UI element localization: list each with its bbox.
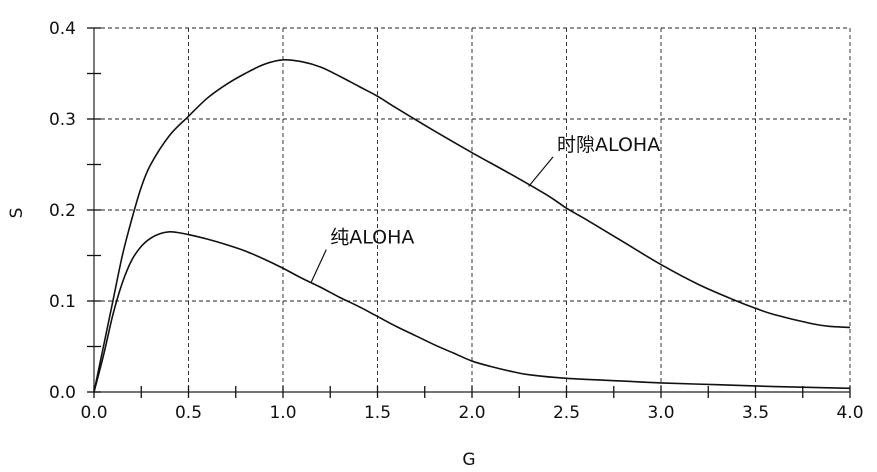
x-tick-label: 1.0	[269, 403, 296, 423]
y-tick-label: 0.0	[49, 383, 76, 403]
x-tick-label: 4.0	[836, 403, 863, 423]
axis-ticks	[87, 27, 851, 398]
annotations: 时隙ALOHA 纯ALOHA	[310, 134, 660, 283]
y-tick-label: 0.1	[49, 292, 76, 312]
annotation-leader-0	[528, 156, 554, 187]
x-tick-label: 1.5	[364, 403, 391, 423]
y-tick-label: 0.3	[49, 110, 76, 130]
x-tick-label: 2.0	[458, 403, 485, 423]
y-tick-label: 0.2	[49, 201, 76, 221]
grid	[93, 27, 851, 393]
annotation-label-1: 纯ALOHA	[330, 227, 414, 249]
x-tick-label: 3.0	[647, 403, 674, 423]
annotation-leader-1	[310, 249, 327, 283]
x-tick-label: 3.5	[742, 403, 769, 423]
tick-labels: 0.0 0.5 1.0 1.5 2.0 2.5 3.0 3.5 4.0 0.0 0.1 0.2 0.3 0…	[49, 19, 864, 423]
series-lines	[93, 58, 851, 393]
x-tick-label: 0.5	[175, 403, 202, 423]
y-tick-label: 0.4	[49, 19, 76, 39]
y-axis-label: S	[7, 208, 27, 219]
series-line-0	[93, 58, 851, 393]
x-tick-label: 2.5	[553, 403, 580, 423]
annotation-label-0: 时隙ALOHA	[557, 134, 660, 156]
series-line-1	[93, 231, 851, 393]
x-axis-label: G	[462, 450, 475, 470]
x-tick-label: 0.0	[80, 403, 107, 423]
